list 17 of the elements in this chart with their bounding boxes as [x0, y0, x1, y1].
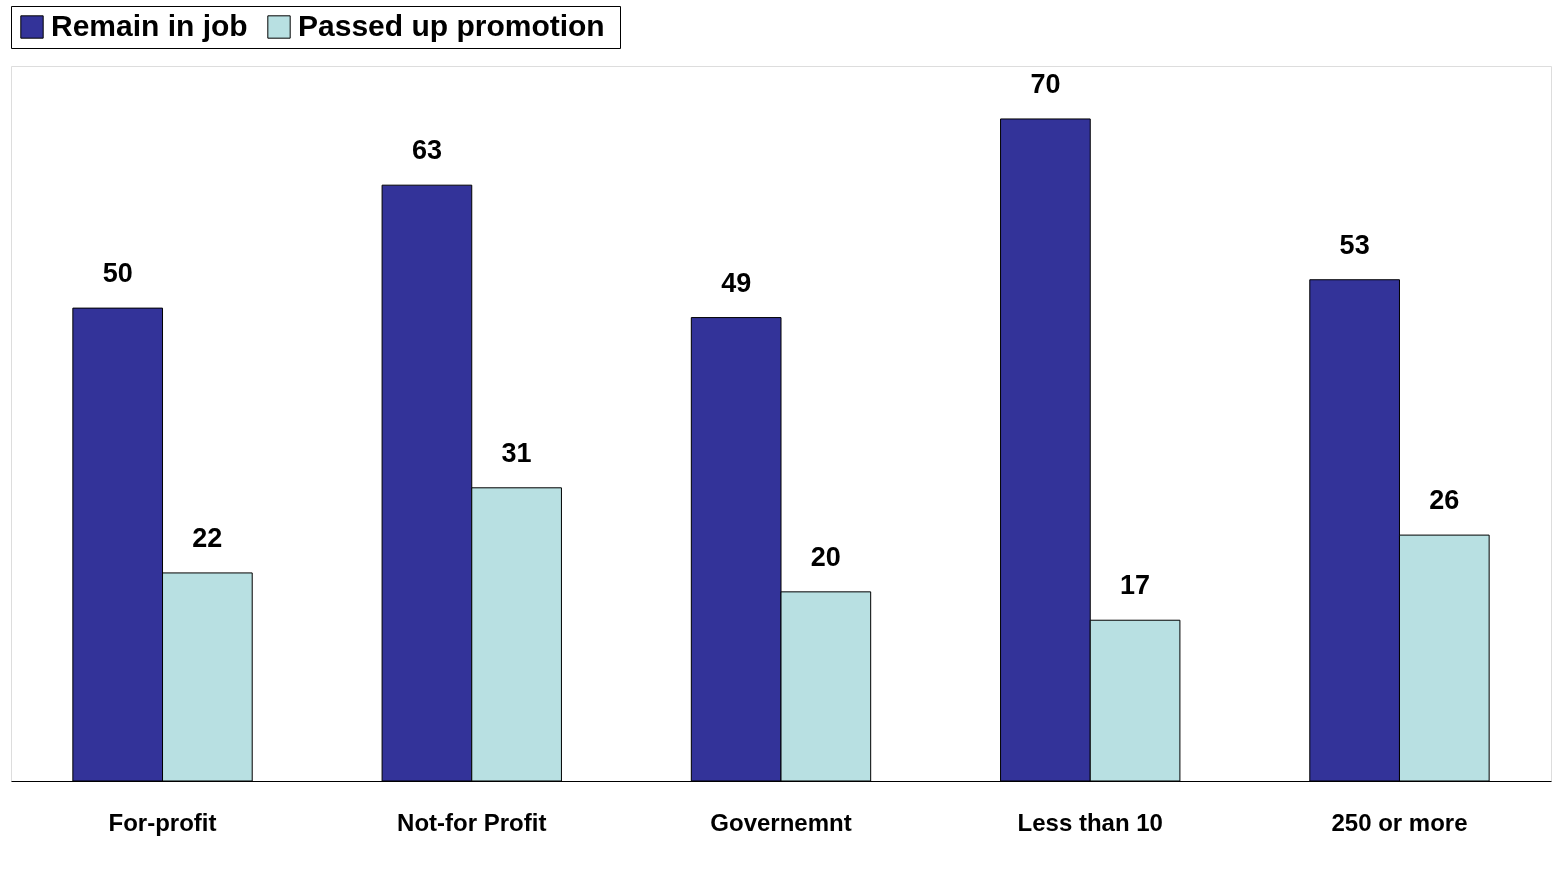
data-label: 20 [810, 541, 841, 572]
data-label: 17 [1120, 570, 1151, 601]
data-label: 49 [721, 267, 752, 298]
data-label: 22 [192, 522, 223, 553]
x-tick-label: Less than 10 [1017, 808, 1163, 836]
data-label: 53 [1339, 229, 1370, 260]
data-label: 63 [411, 135, 442, 166]
data-label: 50 [102, 258, 133, 289]
legend-label: Remain in job [51, 9, 248, 42]
x-tick-label: Not-for Profit [397, 808, 547, 836]
data-label: 26 [1429, 485, 1460, 516]
data-label: 70 [1030, 68, 1061, 99]
data-label: 31 [501, 437, 532, 468]
legend-label: Passed up promotion [298, 9, 605, 42]
x-tick-label: For-profit [108, 808, 217, 836]
x-tick-label: Governemnt [710, 808, 852, 836]
x-tick-label: 250 or more [1331, 808, 1468, 836]
